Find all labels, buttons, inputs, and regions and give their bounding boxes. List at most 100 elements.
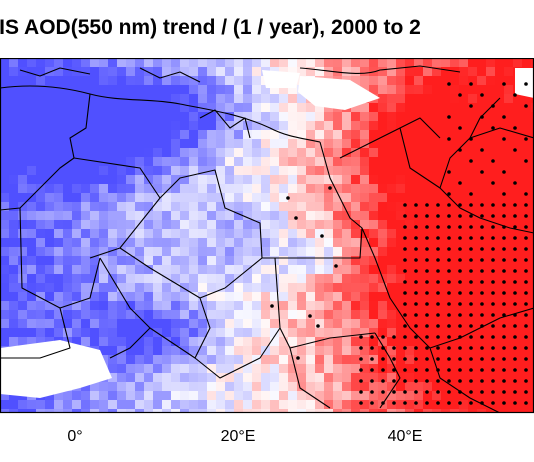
trend-cell: [405, 346, 414, 355]
trend-cell: [342, 220, 351, 229]
trend-cell: [180, 229, 189, 238]
trend-cell: [126, 409, 135, 413]
trend-cell: [27, 112, 36, 121]
trend-cell: [9, 337, 18, 346]
significance-dot: [403, 368, 407, 372]
trend-cell: [108, 67, 117, 76]
trend-cell: [297, 391, 306, 400]
trend-cell: [504, 247, 513, 256]
trend-cell: [270, 247, 279, 256]
trend-cell: [324, 409, 333, 413]
significance-dot: [270, 304, 274, 308]
trend-cell: [18, 292, 27, 301]
trend-cell: [18, 220, 27, 229]
trend-cell: [207, 283, 216, 292]
trend-cell: [432, 373, 441, 382]
significance-dot: [513, 236, 517, 240]
trend-cell: [261, 157, 270, 166]
significance-dot: [502, 115, 506, 119]
trend-cell: [450, 409, 459, 413]
trend-cell: [360, 256, 369, 265]
trend-cell: [513, 301, 522, 310]
trend-cell: [414, 67, 423, 76]
trend-cell: [288, 193, 297, 202]
trend-cell: [117, 391, 126, 400]
significance-dot: [447, 401, 451, 405]
trend-cell: [522, 382, 531, 391]
trend-cell: [468, 400, 477, 409]
trend-cell: [468, 112, 477, 121]
trend-cell: [252, 238, 261, 247]
trend-cell: [432, 139, 441, 148]
trend-cell: [468, 337, 477, 346]
trend-cell: [198, 238, 207, 247]
trend-cell: [135, 85, 144, 94]
trend-cell: [126, 400, 135, 409]
trend-cell: [72, 229, 81, 238]
trend-cell: [171, 58, 180, 67]
trend-cell: [531, 211, 534, 220]
trend-cell: [153, 310, 162, 319]
significance-dot: [524, 335, 528, 339]
trend-cell: [279, 103, 288, 112]
trend-cell: [72, 76, 81, 85]
trend-cell: [387, 85, 396, 94]
trend-cell: [378, 193, 387, 202]
trend-cell: [459, 184, 468, 193]
trend-cell: [144, 202, 153, 211]
trend-cell: [414, 400, 423, 409]
trend-cell: [477, 85, 486, 94]
trend-cell: [495, 103, 504, 112]
trend-cell: [207, 175, 216, 184]
trend-cell: [486, 292, 495, 301]
trend-cell: [90, 256, 99, 265]
white-no-data-areas: [0, 68, 534, 398]
trend-cell: [90, 238, 99, 247]
trend-cell: [405, 220, 414, 229]
trend-cell: [135, 283, 144, 292]
trend-cell: [342, 184, 351, 193]
trend-cell: [387, 139, 396, 148]
trend-cell: [504, 283, 513, 292]
trend-cell: [333, 175, 342, 184]
trend-cell: [63, 148, 72, 157]
trend-cell: [180, 175, 189, 184]
trend-cell: [18, 328, 27, 337]
significance-dot: [469, 203, 473, 207]
trend-cell: [288, 130, 297, 139]
significance-dot: [491, 313, 495, 317]
trend-cell: [513, 319, 522, 328]
trend-cell: [378, 391, 387, 400]
significance-dot: [320, 234, 324, 238]
trend-cell: [522, 121, 531, 130]
trend-cell: [99, 193, 108, 202]
trend-cell: [225, 211, 234, 220]
trend-cell: [486, 391, 495, 400]
significance-dot: [403, 324, 407, 328]
trend-cell: [351, 157, 360, 166]
trend-cell: [54, 121, 63, 130]
trend-cell: [207, 94, 216, 103]
significance-dot: [480, 280, 484, 284]
trend-cell: [27, 229, 36, 238]
trend-cell: [441, 337, 450, 346]
trend-cell: [378, 184, 387, 193]
significance-dot: [469, 214, 473, 218]
trend-cell: [459, 139, 468, 148]
trend-cell: [234, 283, 243, 292]
trend-cell: [189, 85, 198, 94]
trend-cell: [189, 301, 198, 310]
trend-cell: [441, 382, 450, 391]
trend-cell: [504, 400, 513, 409]
trend-cell: [54, 67, 63, 76]
trend-cell: [135, 292, 144, 301]
trend-cell: [162, 319, 171, 328]
trend-cell: [234, 220, 243, 229]
trend-cell: [144, 67, 153, 76]
trend-cell: [81, 328, 90, 337]
trend-cell: [405, 400, 414, 409]
trend-cell: [234, 346, 243, 355]
trend-cell: [0, 283, 9, 292]
trend-cell: [432, 148, 441, 157]
significance-dot: [381, 390, 385, 394]
